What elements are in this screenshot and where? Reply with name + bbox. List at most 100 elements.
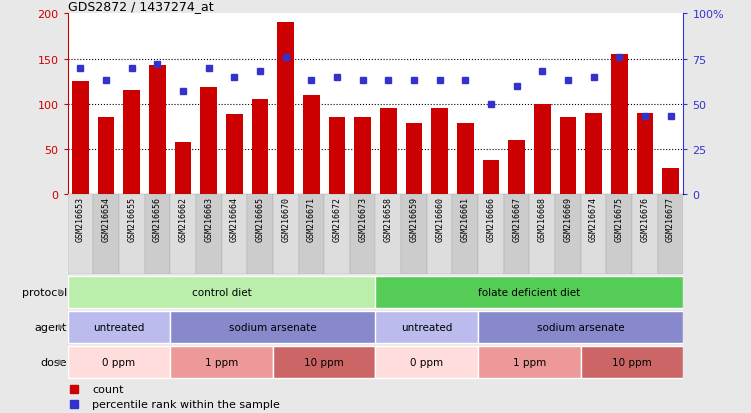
Text: protocol: protocol [22, 287, 67, 297]
Bar [559, 118, 576, 194]
Bar [303, 95, 320, 194]
Text: GSM216661: GSM216661 [461, 197, 470, 242]
Bar [329, 118, 345, 194]
Text: 0 ppm: 0 ppm [102, 357, 135, 368]
Text: GSM216673: GSM216673 [358, 197, 367, 242]
Bar [376, 347, 478, 378]
Bar [380, 109, 397, 194]
Text: 0 ppm: 0 ppm [410, 357, 443, 368]
Bar [226, 115, 243, 194]
Text: GSM216667: GSM216667 [512, 197, 521, 242]
Bar [350, 194, 376, 275]
Bar [68, 194, 93, 275]
Text: GSM216670: GSM216670 [281, 197, 290, 242]
Bar [581, 347, 683, 378]
Bar [483, 161, 499, 194]
Text: percentile rank within the sample: percentile rank within the sample [92, 399, 280, 409]
Bar [98, 118, 114, 194]
Bar [431, 109, 448, 194]
Bar [68, 276, 376, 308]
Text: GSM216663: GSM216663 [204, 197, 213, 242]
Text: sodium arsenate: sodium arsenate [229, 322, 317, 332]
Text: GSM216653: GSM216653 [76, 197, 85, 242]
Text: GSM216666: GSM216666 [487, 197, 496, 242]
Bar [529, 194, 555, 275]
Bar [376, 276, 683, 308]
Text: 10 ppm: 10 ppm [304, 357, 344, 368]
Text: untreated: untreated [93, 322, 145, 332]
Text: GSM216665: GSM216665 [255, 197, 264, 242]
Bar [149, 66, 166, 194]
Text: GSM216656: GSM216656 [153, 197, 162, 242]
Bar [585, 113, 602, 194]
Bar [222, 194, 247, 275]
Text: GSM216677: GSM216677 [666, 197, 675, 242]
Bar [452, 194, 478, 275]
Bar [401, 194, 427, 275]
Bar [277, 24, 294, 194]
Text: GSM216675: GSM216675 [615, 197, 624, 242]
Bar [504, 194, 529, 275]
Text: untreated: untreated [401, 322, 453, 332]
Bar [273, 194, 298, 275]
Bar [299, 194, 324, 275]
Bar [144, 194, 170, 275]
Bar [252, 100, 268, 194]
Text: GSM216654: GSM216654 [101, 197, 110, 242]
Text: GSM216660: GSM216660 [435, 197, 444, 242]
Text: GSM216662: GSM216662 [179, 197, 188, 242]
Text: sodium arsenate: sodium arsenate [537, 322, 625, 332]
Text: GDS2872 / 1437274_at: GDS2872 / 1437274_at [68, 0, 213, 13]
Bar [457, 124, 474, 194]
Text: GSM216668: GSM216668 [538, 197, 547, 242]
Text: GSM216659: GSM216659 [409, 197, 418, 242]
Text: 10 ppm: 10 ppm [612, 357, 652, 368]
Text: control diet: control diet [192, 287, 252, 297]
Bar [534, 104, 550, 194]
Text: GSM216664: GSM216664 [230, 197, 239, 242]
Bar [376, 311, 478, 343]
Bar [196, 194, 222, 275]
Text: agent: agent [35, 322, 67, 332]
Bar [611, 55, 628, 194]
Bar [72, 82, 89, 194]
Text: GSM216658: GSM216658 [384, 197, 393, 242]
Bar [123, 91, 140, 194]
Bar [637, 113, 653, 194]
Bar [170, 347, 273, 378]
Bar [662, 169, 679, 194]
Bar [119, 194, 144, 275]
Text: count: count [92, 384, 124, 394]
Text: 1 ppm: 1 ppm [205, 357, 238, 368]
Bar [427, 194, 452, 275]
Text: GSM216672: GSM216672 [333, 197, 342, 242]
Bar [632, 194, 658, 275]
Bar [478, 194, 504, 275]
Bar [606, 194, 632, 275]
Bar [508, 140, 525, 194]
Bar [324, 194, 350, 275]
Bar [555, 194, 581, 275]
Bar [68, 347, 170, 378]
Bar [376, 194, 401, 275]
Bar [406, 124, 422, 194]
Bar [354, 118, 371, 194]
Bar [273, 347, 376, 378]
Text: GSM216655: GSM216655 [127, 197, 136, 242]
Text: dose: dose [41, 357, 67, 368]
Text: GSM216669: GSM216669 [563, 197, 572, 242]
Text: GSM216674: GSM216674 [589, 197, 598, 242]
Text: GSM216676: GSM216676 [641, 197, 650, 242]
Bar [170, 311, 376, 343]
Bar [201, 88, 217, 194]
Text: GSM216671: GSM216671 [307, 197, 316, 242]
Text: 1 ppm: 1 ppm [513, 357, 546, 368]
Text: folate deficient diet: folate deficient diet [478, 287, 581, 297]
Bar [658, 194, 683, 275]
Bar [581, 194, 607, 275]
Bar [247, 194, 273, 275]
Bar [93, 194, 119, 275]
Bar [170, 194, 196, 275]
Bar [175, 143, 192, 194]
Bar [478, 311, 683, 343]
